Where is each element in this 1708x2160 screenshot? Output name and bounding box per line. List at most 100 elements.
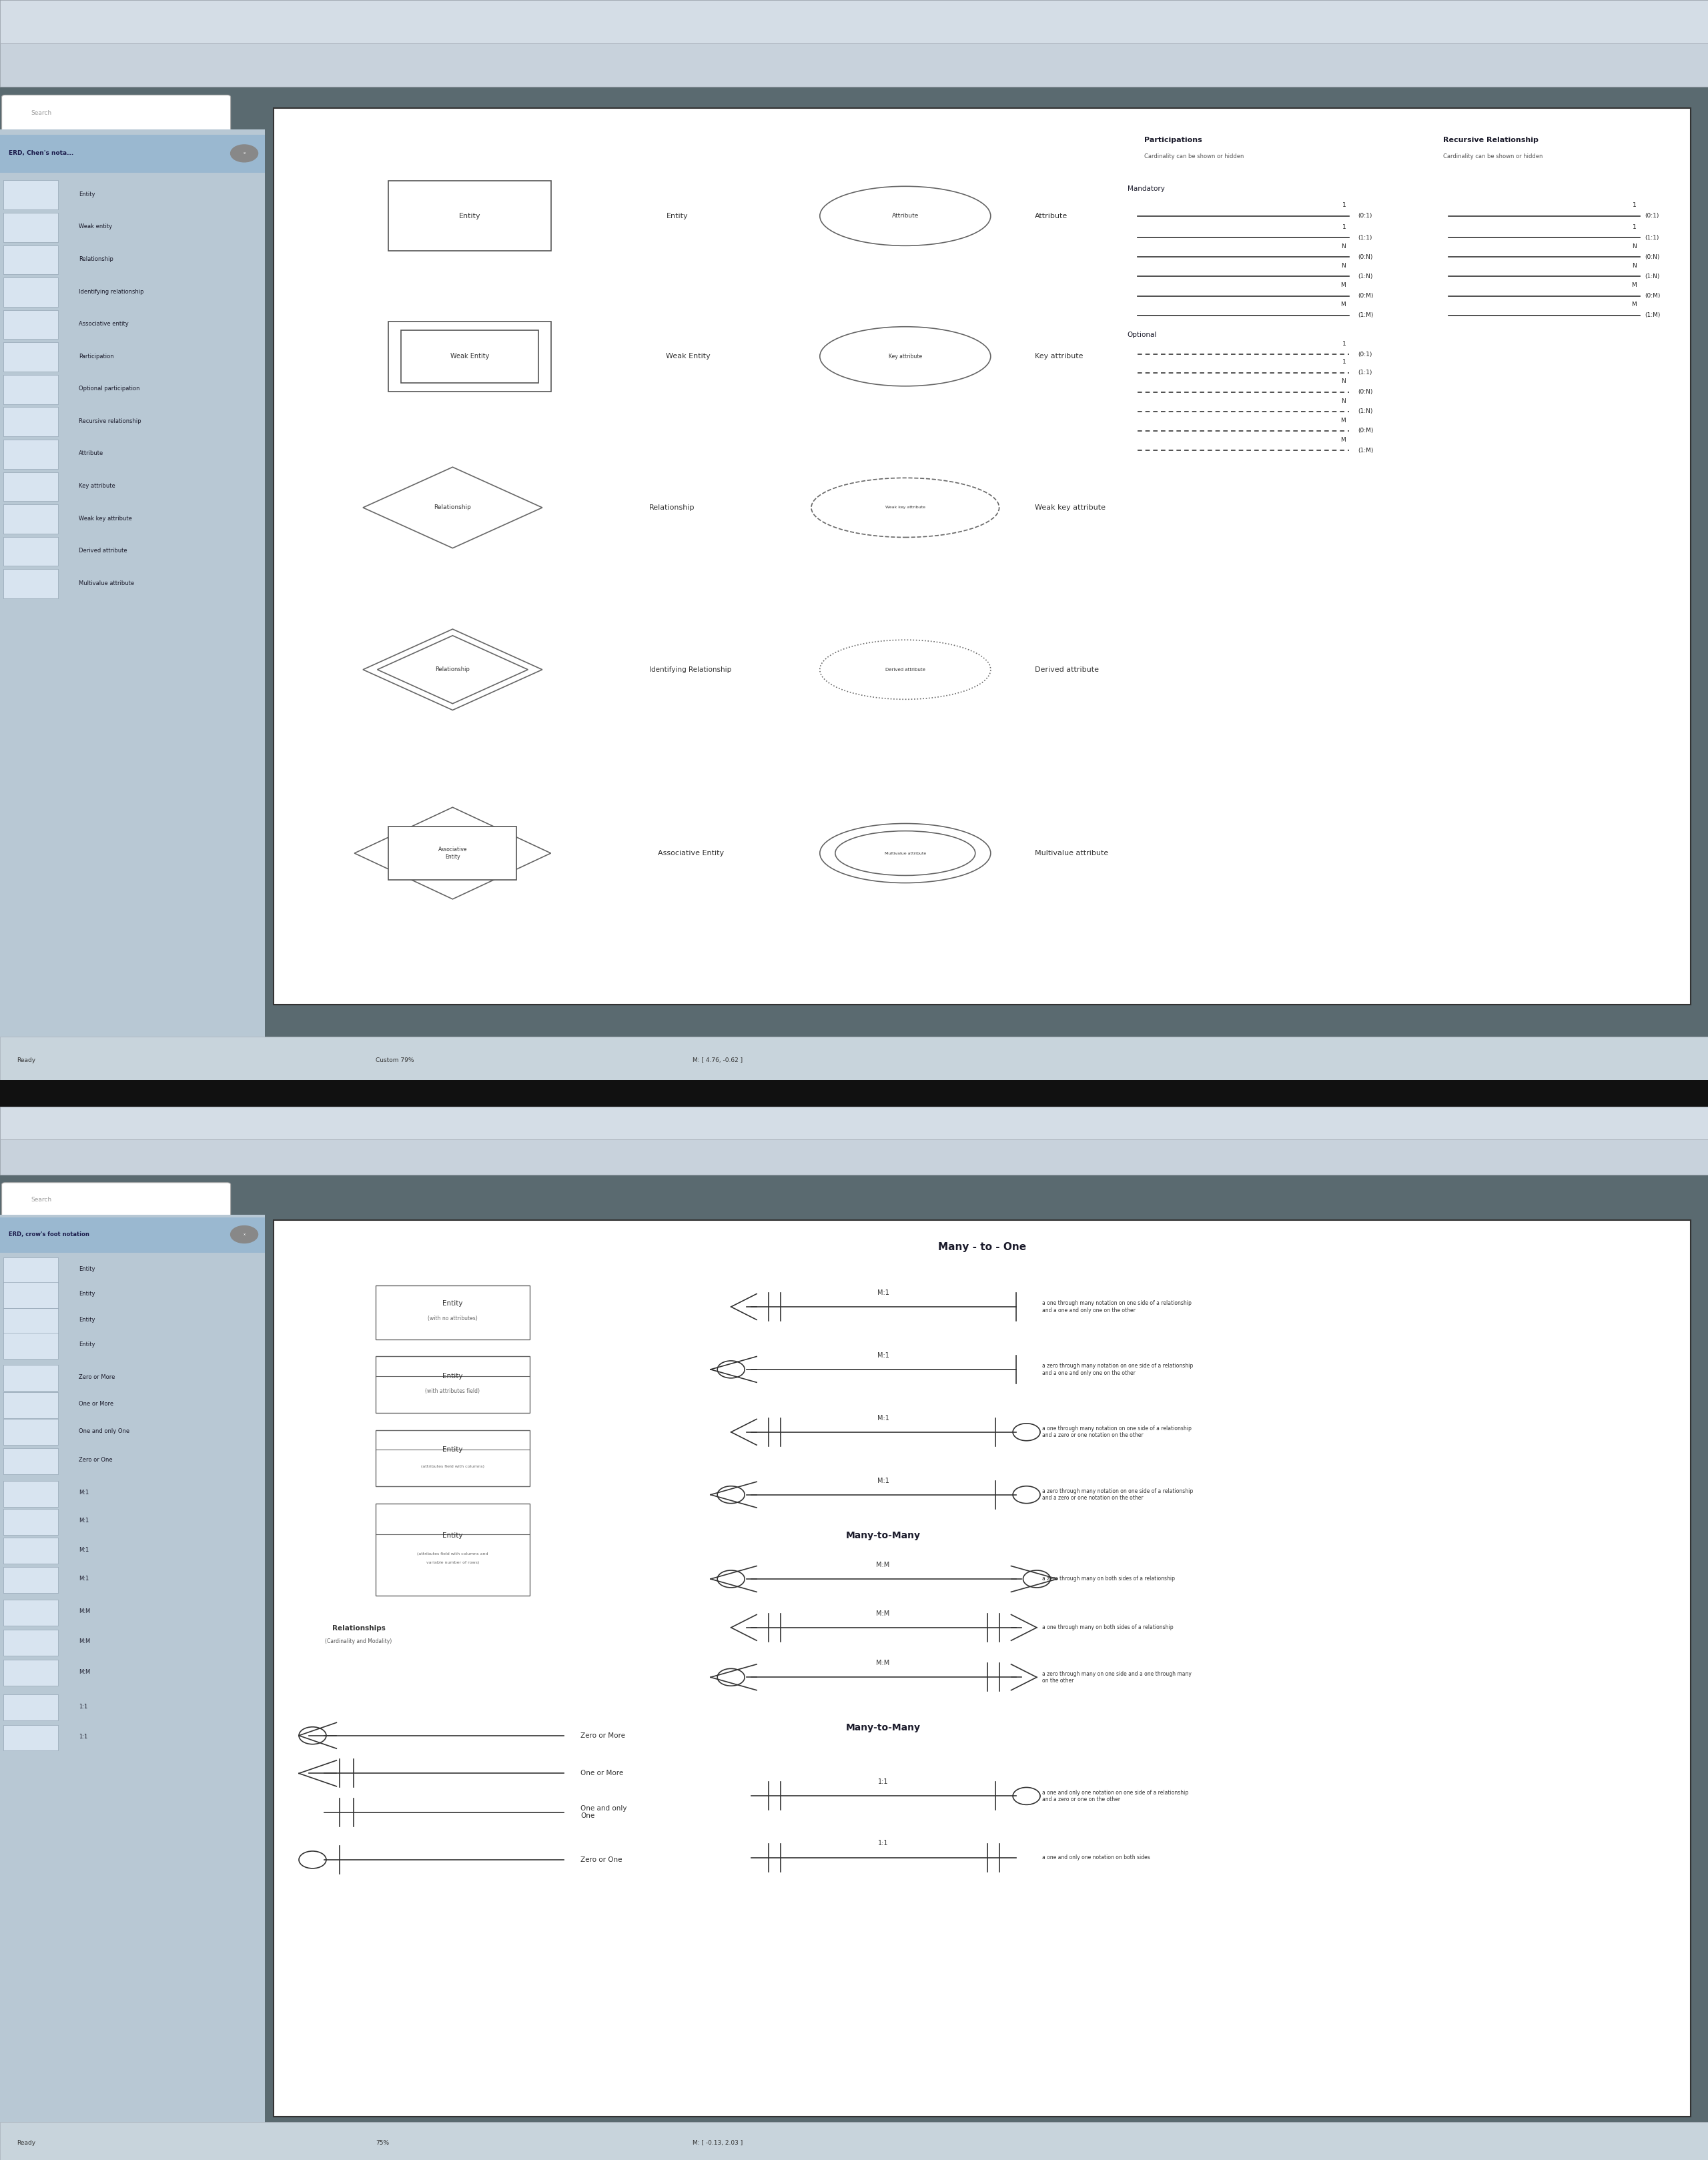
Text: (1:M): (1:M)	[1358, 447, 1373, 454]
Circle shape	[231, 145, 258, 162]
FancyBboxPatch shape	[389, 827, 516, 881]
Text: M:1: M:1	[878, 1290, 888, 1296]
Text: Participations: Participations	[1144, 136, 1202, 145]
Text: Entity: Entity	[442, 1531, 463, 1540]
FancyBboxPatch shape	[3, 1257, 58, 1283]
Text: Relationship: Relationship	[79, 257, 113, 261]
FancyBboxPatch shape	[389, 181, 550, 251]
Text: M:M: M:M	[876, 1562, 890, 1568]
Text: (0:N): (0:N)	[1358, 389, 1373, 395]
Text: M: M	[1631, 283, 1636, 287]
FancyBboxPatch shape	[3, 1568, 58, 1594]
Text: Multivalue attribute: Multivalue attribute	[1035, 849, 1108, 858]
Text: (with attributes field): (with attributes field)	[425, 1389, 480, 1393]
Text: Zero or More: Zero or More	[79, 1374, 114, 1380]
Text: (1:M): (1:M)	[1645, 313, 1660, 318]
Text: (0:1): (0:1)	[1645, 214, 1658, 218]
Text: a zero through many on both sides of a relationship: a zero through many on both sides of a r…	[1042, 1577, 1175, 1581]
Text: Derived attribute: Derived attribute	[1035, 665, 1100, 674]
Text: (with no attributes): (with no attributes)	[427, 1315, 478, 1322]
Text: variable number of rows): variable number of rows)	[427, 1562, 478, 1564]
FancyBboxPatch shape	[3, 1482, 58, 1508]
Text: x: x	[243, 151, 246, 156]
Text: Search: Search	[31, 1197, 51, 1203]
Text: Zero or More: Zero or More	[581, 1732, 625, 1739]
Text: M: M	[1631, 302, 1636, 309]
Text: Many-to-Many: Many-to-Many	[845, 1531, 921, 1540]
Circle shape	[231, 1227, 258, 1244]
FancyBboxPatch shape	[3, 406, 58, 436]
Text: Derived attribute: Derived attribute	[79, 549, 126, 553]
Text: Attribute: Attribute	[1035, 212, 1068, 220]
Text: N: N	[1631, 244, 1636, 248]
FancyBboxPatch shape	[0, 1214, 265, 2160]
FancyBboxPatch shape	[3, 1693, 58, 1719]
Text: a zero through many notation on one side of a relationship
and a one and only on: a zero through many notation on one side…	[1042, 1363, 1192, 1376]
Text: N: N	[1341, 378, 1346, 384]
Text: M: [ -0.13, 2.03 ]: M: [ -0.13, 2.03 ]	[692, 2141, 743, 2145]
Text: M:M: M:M	[876, 1659, 890, 1668]
Text: 75%: 75%	[376, 2141, 389, 2145]
Text: M:1: M:1	[878, 1352, 888, 1359]
Text: Entity: Entity	[459, 212, 480, 220]
Text: (0:1): (0:1)	[1358, 352, 1372, 356]
Text: Search: Search	[31, 110, 51, 117]
Text: Entity: Entity	[79, 1341, 96, 1348]
Text: (Cardinality and Modality): (Cardinality and Modality)	[325, 1639, 393, 1644]
FancyBboxPatch shape	[273, 108, 1691, 1004]
Text: Relationships: Relationships	[331, 1624, 386, 1633]
Text: Identifying Relationship: Identifying Relationship	[649, 665, 731, 674]
FancyBboxPatch shape	[0, 43, 1708, 86]
Text: 1:1: 1:1	[79, 1734, 87, 1739]
Text: 1:1: 1:1	[79, 1704, 87, 1709]
Text: Derived attribute: Derived attribute	[885, 667, 926, 672]
FancyBboxPatch shape	[0, 2121, 1708, 2160]
Text: 1: 1	[1342, 341, 1346, 346]
Text: Entity: Entity	[442, 1445, 463, 1454]
Text: Key attribute: Key attribute	[79, 484, 114, 488]
FancyBboxPatch shape	[389, 322, 550, 391]
Text: Mandatory: Mandatory	[1127, 186, 1165, 192]
Text: One or More: One or More	[79, 1402, 113, 1406]
Text: 1: 1	[1633, 203, 1636, 210]
Text: Many - to - One: Many - to - One	[938, 1242, 1027, 1253]
Text: Associative entity: Associative entity	[79, 322, 128, 326]
FancyBboxPatch shape	[3, 568, 58, 598]
FancyBboxPatch shape	[3, 1307, 58, 1333]
FancyBboxPatch shape	[0, 1080, 1708, 1106]
FancyBboxPatch shape	[3, 438, 58, 469]
Text: a one through many on both sides of a relationship: a one through many on both sides of a re…	[1042, 1624, 1173, 1631]
Text: (0:1): (0:1)	[1358, 214, 1372, 218]
Text: N: N	[1341, 244, 1346, 248]
Text: ERD, crow's foot notation: ERD, crow's foot notation	[9, 1231, 89, 1238]
FancyBboxPatch shape	[0, 1138, 1708, 1175]
FancyBboxPatch shape	[3, 244, 58, 274]
Text: M:M: M:M	[876, 1609, 890, 1616]
FancyBboxPatch shape	[273, 1220, 1691, 2117]
FancyBboxPatch shape	[3, 1508, 58, 1534]
Text: Cardinality can be shown or hidden: Cardinality can be shown or hidden	[1144, 153, 1243, 160]
Text: 1: 1	[1342, 359, 1346, 365]
Text: (attributes field with columns): (attributes field with columns)	[420, 1464, 485, 1469]
Text: Entity: Entity	[666, 212, 688, 220]
Text: M:1: M:1	[79, 1577, 89, 1581]
Text: (1:1): (1:1)	[1358, 369, 1372, 376]
Text: Zero or One: Zero or One	[79, 1458, 113, 1462]
Text: Cardinality can be shown or hidden: Cardinality can be shown or hidden	[1443, 153, 1542, 160]
FancyBboxPatch shape	[3, 536, 58, 566]
Text: M:1: M:1	[79, 1490, 89, 1495]
Text: One or More: One or More	[581, 1769, 623, 1778]
FancyBboxPatch shape	[0, 134, 265, 173]
FancyBboxPatch shape	[3, 276, 58, 307]
Text: ERD, Chen's nota...: ERD, Chen's nota...	[9, 151, 73, 156]
Text: N: N	[1631, 264, 1636, 268]
Text: a one through many notation on one side of a relationship
and a one and only one: a one through many notation on one side …	[1042, 1300, 1190, 1313]
Text: M:M: M:M	[79, 1609, 91, 1614]
Text: Attribute: Attribute	[79, 451, 104, 456]
FancyBboxPatch shape	[3, 309, 58, 339]
Text: Weak key attribute: Weak key attribute	[1035, 503, 1105, 512]
Text: (attributes field with columns and: (attributes field with columns and	[417, 1553, 488, 1555]
FancyBboxPatch shape	[376, 1356, 529, 1413]
Text: Entity: Entity	[79, 1266, 96, 1272]
FancyBboxPatch shape	[3, 1724, 58, 1750]
